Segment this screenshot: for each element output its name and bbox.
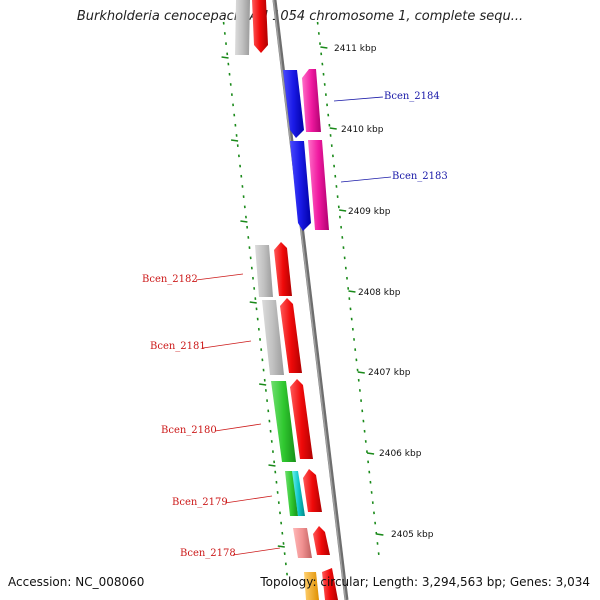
gene-label-bcen-2178[interactable]: Bcen_2178 — [180, 548, 236, 559]
major-tick-mark — [221, 56, 229, 59]
gene-green-2180[interactable] — [271, 381, 296, 462]
major-tick-mark — [348, 290, 356, 293]
major-tick-mark — [339, 209, 347, 212]
accession-text: Accession: NC_008060 — [8, 575, 145, 589]
major-tick-mark — [249, 301, 257, 304]
gene-red-bottom[interactable] — [322, 568, 338, 600]
kbp-label-2411: 2411 kbp — [334, 44, 377, 54]
gene-pink-2178[interactable] — [293, 528, 312, 558]
gene-blue-2183[interactable] — [290, 141, 311, 231]
gene-labels: Bcen_2184 Bcen_2183 Bcen_2182 Bcen_2181 … — [142, 91, 448, 559]
kbp-label-2406: 2406 kbp — [379, 449, 422, 459]
gene-label-bcen-2181[interactable]: Bcen_2181 — [150, 341, 206, 352]
major-tick-mark — [268, 464, 276, 467]
major-tick-mark — [357, 371, 365, 374]
major-tick-mark — [320, 46, 328, 49]
major-tick-mark — [259, 383, 267, 386]
gene-label-bcen-2183[interactable]: Bcen_2183 — [392, 171, 448, 182]
gene-label-bcen-2180[interactable]: Bcen_2180 — [161, 425, 217, 436]
major-tick-mark — [366, 452, 375, 455]
major-tick-mark — [230, 139, 239, 142]
topology-text: Topology: circular; Length: 3,294,563 bp… — [260, 575, 590, 589]
gene-blue-2184[interactable] — [283, 70, 304, 138]
major-tick-mark — [376, 533, 384, 536]
kbp-label-2407: 2407 kbp — [368, 368, 411, 378]
major-tick-mark — [329, 127, 337, 130]
gene-gray-2182[interactable] — [255, 245, 273, 297]
kbp-label-2405: 2405 kbp — [391, 530, 434, 540]
gene-orange-bottom[interactable] — [304, 572, 319, 600]
gene-gray-top[interactable] — [235, 0, 250, 55]
gene-cyan-2179[interactable] — [292, 471, 305, 516]
gene-label-bcen-2179[interactable]: Bcen_2179 — [172, 497, 228, 508]
major-tick-mark — [277, 545, 285, 548]
gene-red-2179[interactable] — [303, 469, 322, 512]
scale-ticks — [221, 21, 384, 576]
gene-gray-2181[interactable] — [262, 300, 284, 375]
kbp-label-2408: 2408 kbp — [358, 288, 401, 298]
gene-magenta-2184[interactable] — [302, 69, 321, 132]
gene-features — [235, 0, 338, 600]
gene-magenta-2183[interactable] — [308, 140, 329, 230]
kbp-labels: 2411 kbp 2410 kbp 2409 kbp 2408 kbp 2407… — [334, 44, 434, 540]
gene-label-bcen-2184[interactable]: Bcen_2184 — [384, 91, 440, 102]
gene-label-bcen-2182[interactable]: Bcen_2182 — [142, 274, 198, 285]
gene-red-2180[interactable] — [290, 379, 313, 459]
map-title: Burkholderia cenocepacia AU 1054 chromos… — [76, 9, 524, 24]
major-tick-mark — [240, 220, 248, 223]
gene-red-top[interactable] — [252, 0, 268, 53]
gene-red-2181[interactable] — [280, 298, 302, 373]
kbp-label-2410: 2410 kbp — [341, 125, 384, 135]
gene-red-2178[interactable] — [313, 526, 330, 555]
gene-red-2182[interactable] — [274, 242, 292, 296]
gene-green-2179[interactable] — [285, 471, 298, 516]
kbp-label-2409: 2409 kbp — [348, 207, 391, 217]
